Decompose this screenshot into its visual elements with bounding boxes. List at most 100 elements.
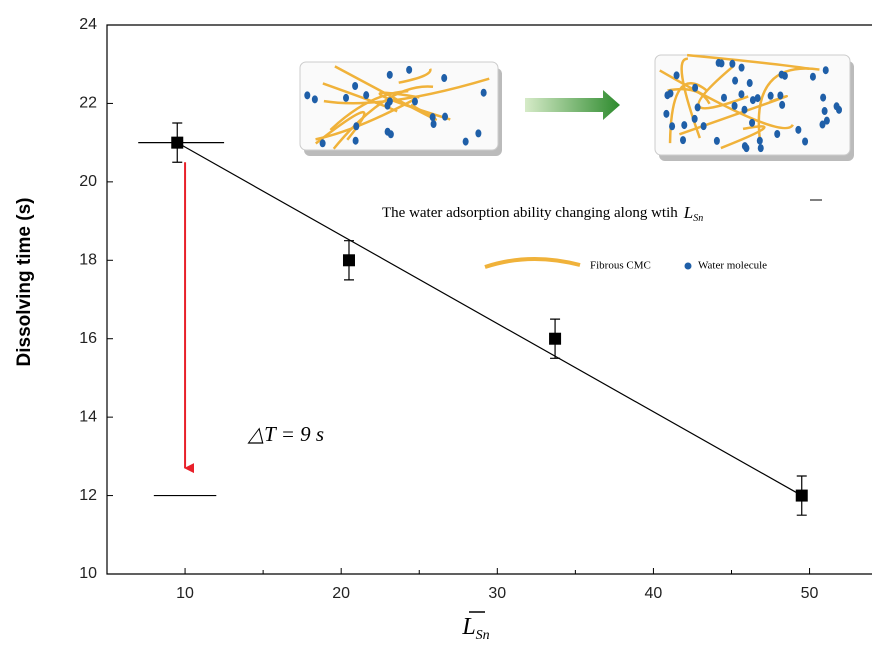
y-tick-label: 24 [79,16,97,33]
inset-molecule [441,74,448,83]
inset-molecule [820,93,827,102]
inset-molecule [749,96,756,105]
inset-molecule [781,71,788,80]
data-point [795,489,808,502]
inset-fiber [334,65,438,121]
x-axis-label-main: L [461,614,475,640]
inset-molecule [700,122,707,131]
x-tick-label: 30 [488,585,506,602]
inset-molecule [694,103,701,112]
inset-molecule [311,95,318,104]
inset-fiber [329,89,409,131]
legend-swatch [684,262,692,270]
x-tick-label: 40 [645,585,663,602]
inset-molecule [767,91,774,100]
inset-caption-text: The water adsorption ability changing al… [382,205,678,221]
data-point [342,254,355,267]
inset-molecule [664,91,671,100]
inset-caption-sub: Sn [693,213,703,224]
inset-fiber [378,91,451,121]
inset-molecule [757,144,764,153]
y-tick-label: 18 [79,252,97,269]
x-axis-label-sub: Sn [476,628,490,643]
y-tick-label: 20 [79,173,97,190]
inset-molecule [442,112,449,121]
annotation: △T = 9 s [247,422,324,446]
inset-molecule [304,91,311,100]
inset-molecule [429,113,436,122]
inset-molecule [732,76,739,85]
inset-molecule [406,65,413,74]
inset-molecule [774,129,781,138]
inset-molecule [673,71,680,80]
inset-molecule [738,90,745,99]
x-tick-label: 10 [176,585,194,602]
inset-fiber [332,85,434,150]
inset-molecule [821,107,828,116]
y-tick-label: 22 [79,95,97,112]
axis-frame [106,24,872,575]
inset-molecule [692,83,699,92]
legend-swatch [484,257,581,269]
inset-molecule [756,136,763,145]
data-point [549,332,562,345]
inset-molecule [343,93,350,102]
inset-molecule [475,129,482,138]
inset-molecule [681,121,688,130]
inset-molecule [387,130,394,139]
inset-molecule [680,136,687,145]
legend-label: Water molecule [698,260,767,272]
inset-molecule [353,122,360,131]
x-tick-label: 20 [332,585,350,602]
inset-molecule [691,114,698,123]
fit-line [176,142,803,497]
inset-molecule [713,136,720,145]
y-tick-label: 12 [79,487,97,504]
inset-molecule [802,137,809,146]
x-tick-label: 50 [801,585,819,602]
inset-molecule [386,70,393,79]
inset-molecule [352,81,359,90]
inset-molecule [731,101,738,110]
inset-molecule [738,63,745,72]
inset-molecule [741,105,748,114]
x-axis-label: LSn [461,614,489,644]
inset-molecule [743,144,750,153]
inset-fiber [720,125,766,150]
inset-molecule [352,136,359,145]
y-tick-label: 10 [79,565,97,582]
inset-illustration [299,53,854,161]
inset-molecule [319,139,326,148]
inset-molecule [754,94,761,103]
inset-fiber [686,53,810,70]
inset-arrow [525,90,620,120]
inset-molecule [795,125,802,134]
inset-molecule [480,88,487,97]
inset-molecule [749,118,756,127]
inset-molecule [411,97,418,106]
inset-molecule [819,120,826,129]
inset-molecule [746,79,753,88]
inset-molecule [822,66,829,75]
legend-label: Fibrous CMC [590,260,651,272]
inset-molecule [729,59,736,68]
inset-molecule [833,102,840,111]
inset-molecule [386,97,393,106]
inset-molecule [809,72,816,81]
inset-molecule [669,122,676,131]
data-point [171,136,184,149]
inset-molecule [663,109,670,118]
inset-molecule [363,91,370,100]
inset-molecule [718,59,725,68]
inset-fiber [659,69,794,130]
inset-molecule [823,116,830,125]
y-tick-label: 14 [79,408,97,425]
inset-fiber [398,68,432,84]
y-axis-label: Dissolving time (s) [14,198,35,367]
inset-molecule [777,91,784,100]
inset-molecule [779,100,786,109]
inset-caption: The water adsorption ability changing al… [382,203,703,224]
y-tick-label: 16 [79,330,97,347]
